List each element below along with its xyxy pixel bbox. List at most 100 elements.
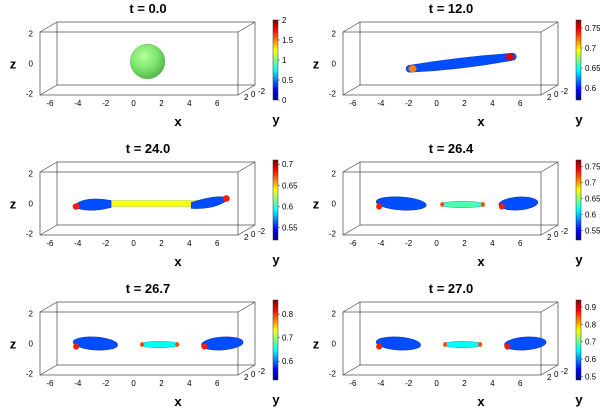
panel-title: t = 26.4 xyxy=(429,141,474,156)
z-tick-label: 2 xyxy=(29,170,34,179)
box-edge xyxy=(342,364,361,376)
z-axis-label: z xyxy=(10,337,17,352)
z-tick-label: 2 xyxy=(332,170,337,179)
colorbar-tick-label: 0.9 xyxy=(585,303,597,312)
x-tick-label: 6 xyxy=(215,379,220,388)
colorbar-tick-label: 0.65 xyxy=(585,64,600,73)
y-tick-label: 2 xyxy=(244,373,249,382)
colorbar-label: y xyxy=(575,252,583,267)
z-tick-label: 0 xyxy=(332,60,337,69)
colorbar-tick-label: 0.6 xyxy=(585,84,597,93)
box-back-face xyxy=(359,161,559,226)
y-tick-label: 2 xyxy=(547,93,552,102)
y-tick-label: 0 xyxy=(251,90,256,99)
colorbar xyxy=(272,159,279,241)
box-back-face xyxy=(359,21,559,86)
x-tick-label: -6 xyxy=(46,239,54,248)
colorbar-tick-label: 0.6 xyxy=(585,355,597,364)
z-axis-label: z xyxy=(313,197,320,212)
x-tick-label: 4 xyxy=(187,99,192,108)
box-back-face xyxy=(56,161,256,226)
y-tick-label: 2 xyxy=(244,93,249,102)
x-tick-label: 2 xyxy=(159,239,164,248)
box-edge xyxy=(39,84,58,96)
colorbar-tick-label: 0.6 xyxy=(282,202,294,211)
z-axis-label: z xyxy=(10,197,17,212)
x-tick-label: -6 xyxy=(46,99,54,108)
z-tick-label: 2 xyxy=(332,310,337,319)
droplet-tip xyxy=(73,343,80,350)
colorbar-label: y xyxy=(575,392,583,407)
colorbar-tick-label: 1 xyxy=(282,56,287,65)
x-tick-label: 0 xyxy=(131,239,136,248)
daughter-droplet-right xyxy=(201,336,244,351)
z-axis-label: z xyxy=(10,57,17,72)
panel-title: t = 12.0 xyxy=(429,1,473,16)
panel-title: t = 0.0 xyxy=(129,1,166,16)
daughter-droplet-left xyxy=(375,336,421,351)
x-tick-label: -4 xyxy=(74,99,82,108)
droplet-tip xyxy=(376,343,383,350)
colorbar-tick-label: 0.75 xyxy=(585,24,600,33)
panel-title: t = 24.0 xyxy=(126,141,170,156)
chart-panel: t = 26.4-6 -4 -2 0 2 4 620-2 2 0 -2xz0.750.70.650… xyxy=(313,141,600,269)
chart-panel: t = 27.0-6 -4 -2 0 2 4 620-2 2 0 -2xz0.90.80.70.6… xyxy=(313,281,597,409)
z-tick-label: 2 xyxy=(332,30,337,39)
colorbar-tick-label: 2 xyxy=(282,16,287,25)
dumbbell-bulb-right xyxy=(191,196,230,209)
droplet-sphere xyxy=(130,43,166,80)
colorbar-tick-label: 0.8 xyxy=(282,310,294,319)
y-tick-label: -2 xyxy=(258,87,266,96)
box-back-face xyxy=(359,301,559,366)
colorbar-tick-label: 0.65 xyxy=(585,194,600,203)
filament-tip-left xyxy=(408,65,417,73)
box-edge xyxy=(237,224,256,236)
x-tick-label: 4 xyxy=(490,239,495,248)
box-edge xyxy=(342,84,361,96)
box-edge xyxy=(39,21,58,33)
droplet-tip xyxy=(504,343,511,350)
x-axis-label: x xyxy=(477,394,485,409)
droplet-tip xyxy=(376,203,383,210)
colorbar-tick-label: 0.75 xyxy=(585,162,600,171)
z-tick-label: 0 xyxy=(332,200,337,209)
colorbar xyxy=(575,159,582,241)
liquid-filament xyxy=(405,52,517,73)
box-edge xyxy=(540,301,559,313)
droplet-tip xyxy=(201,343,208,350)
x-tick-label: -6 xyxy=(349,379,357,388)
x-tick-label: 2 xyxy=(462,99,467,108)
z-tick-label: 0 xyxy=(29,340,34,349)
x-axis-label: x xyxy=(477,114,485,129)
box-edge xyxy=(39,364,58,376)
x-tick-label: 0 xyxy=(434,239,439,248)
x-axis-label: x xyxy=(174,254,182,269)
x-tick-label: -2 xyxy=(405,379,413,388)
panel-title: t = 27.0 xyxy=(429,281,473,296)
dumbbell-tip-left xyxy=(72,203,80,210)
chart-panel: t = 24.0-6 -4 -2 0 2 4 620-2 2 0 -2xz0.70.650.60.… xyxy=(10,141,298,269)
box-edge xyxy=(540,224,559,236)
z-tick-label: 0 xyxy=(29,200,34,209)
y-tick-label: 2 xyxy=(244,233,249,242)
filament-tip-right xyxy=(505,53,514,61)
dumbbell-tip-right xyxy=(222,195,230,202)
colorbar-tick-label: 1.5 xyxy=(282,36,294,45)
x-tick-label: -6 xyxy=(349,239,357,248)
x-tick-label: -4 xyxy=(74,239,82,248)
x-tick-label: 0 xyxy=(131,99,136,108)
box-front-face xyxy=(342,31,542,96)
box-edge xyxy=(39,161,58,173)
x-tick-label: 6 xyxy=(215,99,220,108)
z-tick-label: -2 xyxy=(26,90,34,99)
z-tick-label: -2 xyxy=(329,90,337,99)
box-edge xyxy=(237,84,256,96)
box-edge xyxy=(540,84,559,96)
x-tick-label: 2 xyxy=(462,239,467,248)
droplet-tip xyxy=(498,203,505,210)
x-tick-label: 4 xyxy=(187,379,192,388)
box-edge xyxy=(237,161,256,173)
x-tick-label: 0 xyxy=(434,379,439,388)
colorbar xyxy=(272,299,279,381)
